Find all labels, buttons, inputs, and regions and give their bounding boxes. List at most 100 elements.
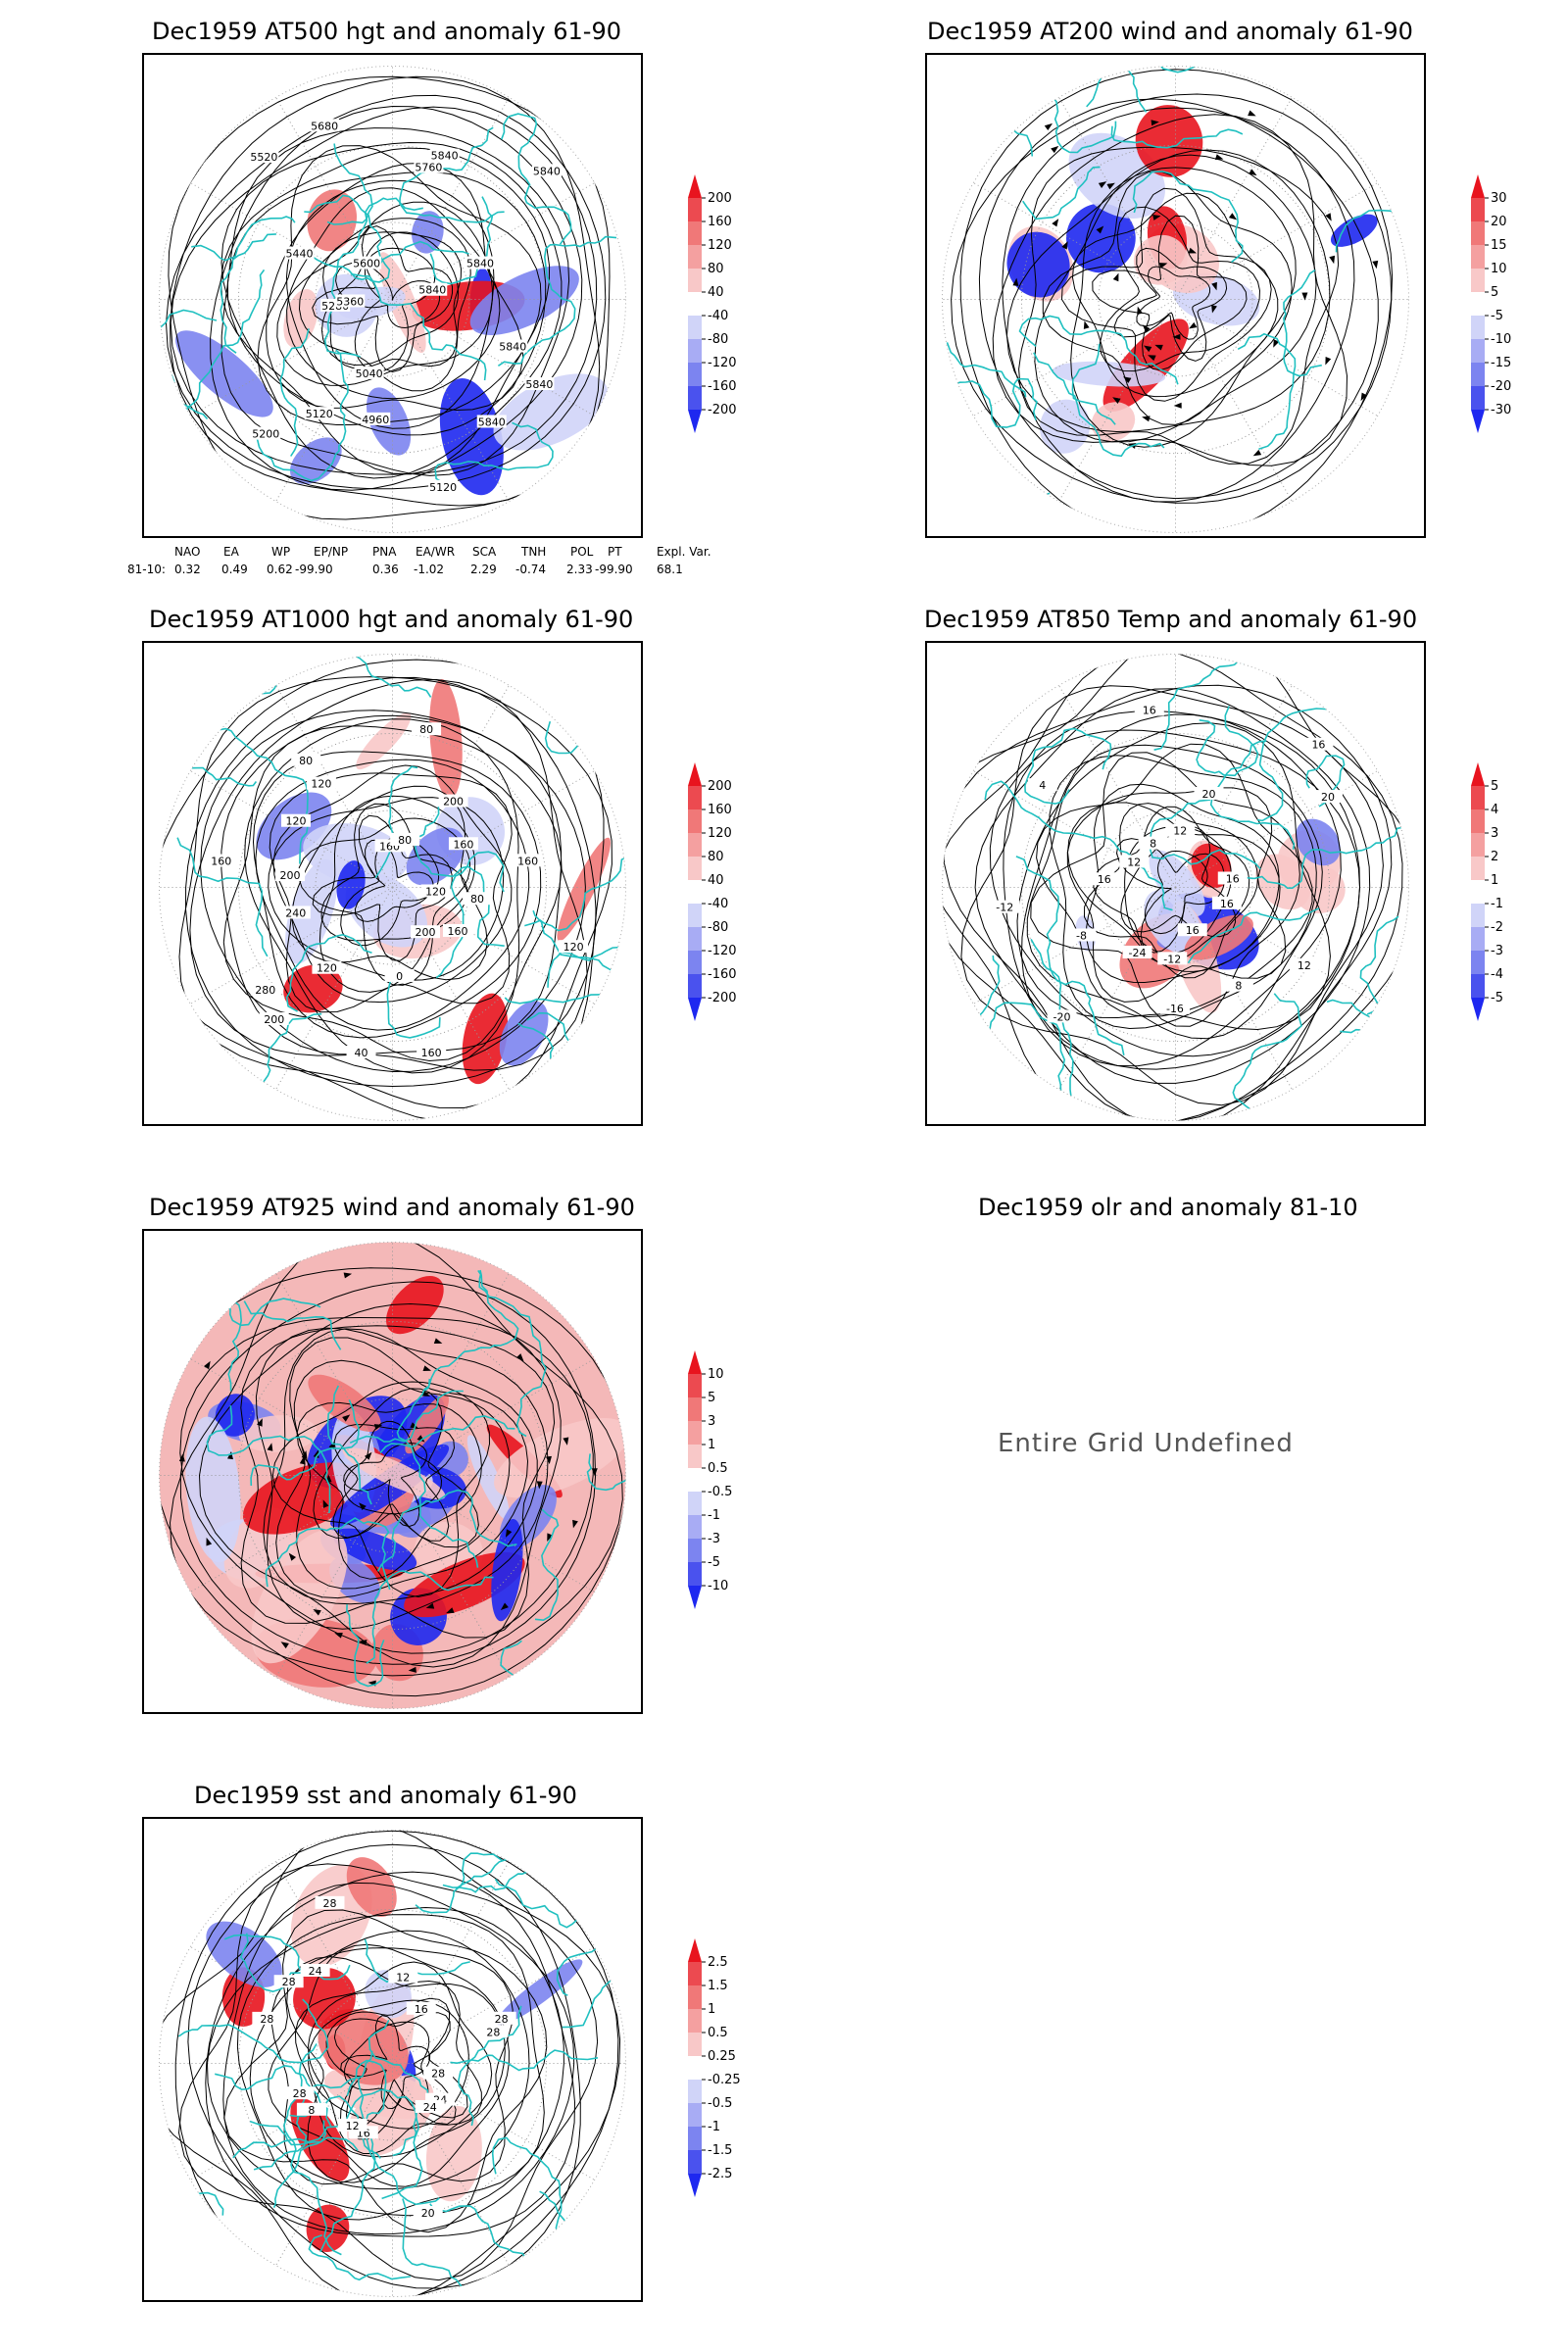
colorbar-segment bbox=[688, 786, 702, 809]
streamline-arrow bbox=[343, 1272, 353, 1279]
contour-label: 16 bbox=[1098, 873, 1111, 886]
contour-label: -20 bbox=[1054, 1010, 1071, 1023]
streamline bbox=[332, 1424, 456, 1542]
tc-header: NAO bbox=[174, 545, 201, 559]
streamline-arrow bbox=[1301, 292, 1308, 301]
coastline-segment bbox=[1022, 166, 1101, 220]
contour-label: 5840 bbox=[478, 416, 506, 428]
contour-line bbox=[285, 179, 495, 429]
colorbar-tick-label: 1 bbox=[708, 2002, 715, 2017]
coastline-segment bbox=[491, 2136, 563, 2240]
contour-label: 160 bbox=[517, 855, 538, 867]
colorbar-segment bbox=[688, 1468, 702, 1492]
contour-line bbox=[174, 1830, 619, 2297]
contour-label: -24 bbox=[1129, 947, 1147, 959]
map-svg-at925 bbox=[159, 1242, 626, 1709]
colorbar-segment bbox=[1471, 269, 1485, 292]
colorbar-segment bbox=[688, 221, 702, 245]
contour-line bbox=[298, 817, 471, 986]
map-content bbox=[942, 654, 1409, 1121]
contour-label: -12 bbox=[996, 902, 1013, 914]
colorbar-tick-label: -120 bbox=[708, 944, 737, 958]
streamline bbox=[179, 1281, 597, 1665]
colorbar-segment bbox=[688, 974, 702, 998]
streamline-arrow bbox=[1329, 255, 1336, 265]
undefined-grid-message: Entire Grid Undefined bbox=[998, 1429, 1294, 1458]
contour-label: 200 bbox=[264, 1013, 284, 1026]
streamline-arrow bbox=[334, 1632, 343, 1639]
colorbar-tick-label: 5 bbox=[1491, 779, 1498, 794]
contour-line bbox=[308, 1999, 469, 2130]
contour-label: 0 bbox=[396, 970, 403, 983]
contour-line bbox=[220, 141, 563, 479]
colorbar-segment bbox=[1471, 292, 1485, 316]
contour-label: 5440 bbox=[286, 248, 314, 261]
contour-line bbox=[1049, 755, 1317, 1030]
tc-header: Expl. Var. bbox=[657, 545, 711, 559]
streamline-arrow bbox=[1360, 392, 1367, 402]
map-sst: 2824242016128282828242812162828 bbox=[142, 1817, 643, 2302]
colorbar-tick-label: -2 bbox=[1491, 920, 1503, 935]
colorbar-segment bbox=[688, 2174, 702, 2197]
colorbar-segment bbox=[688, 269, 702, 292]
contour-label: 5600 bbox=[353, 258, 380, 270]
streamline-arrow bbox=[1051, 145, 1059, 154]
streamline bbox=[343, 1420, 443, 1515]
anomaly-shading bbox=[462, 993, 509, 1085]
map-content bbox=[159, 654, 626, 1121]
coastline-segment bbox=[942, 452, 1051, 507]
anomaly-shading bbox=[332, 1528, 417, 1571]
contour-line bbox=[187, 1843, 581, 2289]
tc-value: -99.90 bbox=[595, 563, 633, 576]
coastline-segment bbox=[323, 197, 423, 358]
colorbar-tick-label: -0.5 bbox=[708, 1485, 732, 1499]
contour-label: 5840 bbox=[525, 378, 553, 391]
coastline-segment bbox=[399, 126, 505, 223]
coastline-segment bbox=[556, 1943, 626, 2029]
streamline-arrow bbox=[1249, 169, 1257, 176]
anomaly-shading bbox=[1144, 890, 1202, 955]
colorbar-at500: 200 160 120 80 40 -40 -80 -120 -160 -200 bbox=[688, 174, 747, 447]
latitude-gridline bbox=[315, 221, 470, 377]
colorbar-segment bbox=[688, 1562, 702, 1586]
contour-label: 5680 bbox=[311, 120, 338, 132]
contour-label: 28 bbox=[431, 2068, 445, 2081]
map-svg-at500: 5840584058405120496050405120520052805360… bbox=[159, 66, 626, 533]
tc-value: 0.32 bbox=[174, 563, 201, 576]
map-svg-sst: 2824242016128282828242812162828 bbox=[159, 1830, 626, 2297]
map-at200 bbox=[925, 53, 1426, 538]
coastline-segment bbox=[1350, 108, 1409, 149]
streamline bbox=[978, 98, 1379, 500]
colorbar-segment bbox=[688, 2080, 702, 2103]
coastline-segment bbox=[206, 1405, 331, 1514]
streamline-arrow bbox=[1096, 225, 1104, 234]
colorbar-tick-label: 80 bbox=[708, 850, 724, 864]
coastline-segment bbox=[176, 837, 269, 957]
contour-line bbox=[286, 1956, 506, 2183]
streamline bbox=[951, 93, 1393, 504]
contour-line bbox=[268, 1943, 510, 2187]
contour-line bbox=[244, 718, 520, 1074]
streamline-arrow bbox=[1142, 324, 1151, 333]
colorbar-tick-label: -20 bbox=[1491, 379, 1511, 394]
streamline bbox=[255, 1327, 549, 1630]
anomaly-shading bbox=[494, 1418, 626, 1498]
streamline-arrow bbox=[446, 1607, 455, 1614]
coastline-segment bbox=[429, 2190, 577, 2263]
coastline-segment bbox=[366, 1570, 494, 1665]
colorbar-segment bbox=[688, 2009, 702, 2033]
contour-label: 8 bbox=[1150, 838, 1156, 851]
streamline bbox=[1042, 171, 1293, 425]
colorbar-segment bbox=[688, 2150, 702, 2174]
colorbar-tick-label: 120 bbox=[708, 826, 732, 841]
coastline-segment bbox=[350, 272, 487, 381]
coastline-segment bbox=[285, 933, 372, 1012]
anomaly-shading bbox=[405, 1395, 449, 1454]
colorbar-segment bbox=[1471, 833, 1485, 857]
colorbar-at200: 30 20 15 10 5 -5 -10 -15 -20 -30 bbox=[1471, 174, 1530, 447]
panel-title-at200: Dec1959 AT200 wind and anomaly 61-90 bbox=[927, 18, 1413, 45]
contour-label: 16 bbox=[1311, 739, 1325, 752]
streamline-arrow bbox=[1142, 416, 1151, 422]
contour-line bbox=[960, 685, 1384, 1106]
contour-label: 20 bbox=[1321, 791, 1335, 804]
